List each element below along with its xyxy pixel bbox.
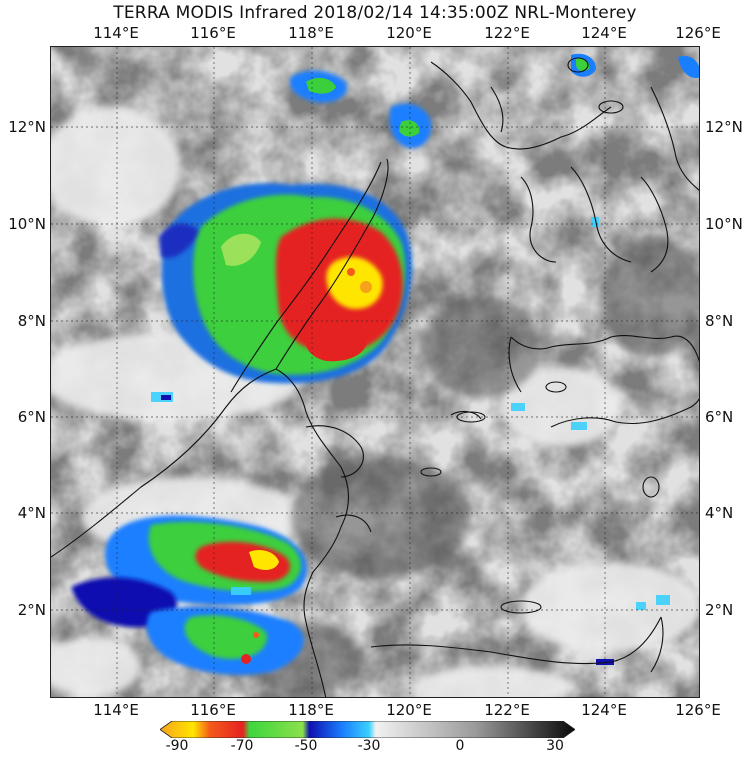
storm-system-south bbox=[71, 515, 307, 675]
colorbar-tick-minus30: -30 bbox=[357, 738, 381, 754]
satellite-image bbox=[51, 47, 699, 697]
colorbar-tick-minus70: -70 bbox=[230, 738, 254, 754]
lat-label-right-4: 4°N bbox=[705, 504, 734, 522]
storm-cells-north bbox=[289, 53, 699, 149]
colorbar-graphic bbox=[159, 720, 576, 739]
lat-label-right-8: 8°N bbox=[705, 312, 734, 330]
lon-label-top-116: 116°E bbox=[190, 24, 236, 42]
lat-label-left-2: 2°N bbox=[17, 601, 46, 619]
lon-label-bottom-126: 126°E bbox=[675, 701, 721, 719]
lat-label-right-2: 2°N bbox=[705, 601, 734, 619]
lon-label-top-114: 114°E bbox=[93, 24, 139, 42]
lat-label-left-10: 10°N bbox=[8, 215, 46, 233]
lat-label-right-6: 6°N bbox=[705, 408, 734, 426]
lat-label-left-12: 12°N bbox=[8, 118, 46, 136]
lon-label-bottom-120: 120°E bbox=[386, 701, 432, 719]
lat-label-left-6: 6°N bbox=[17, 408, 46, 426]
storm-system-north bbox=[159, 183, 413, 384]
colorbar-tick-30: 30 bbox=[546, 738, 564, 754]
map-title: TERRA MODIS Infrared 2018/02/14 14:35:00… bbox=[113, 3, 637, 23]
graticule bbox=[51, 47, 699, 697]
lon-label-bottom-114: 114°E bbox=[93, 701, 139, 719]
colorbar-tick-minus50: -50 bbox=[294, 738, 318, 754]
colorbar bbox=[159, 720, 576, 739]
lon-label-bottom-116: 116°E bbox=[190, 701, 236, 719]
lon-label-top-124: 124°E bbox=[581, 24, 627, 42]
lon-label-bottom-124: 124°E bbox=[581, 701, 627, 719]
lon-label-top-120: 120°E bbox=[386, 24, 432, 42]
lon-label-bottom-122: 122°E bbox=[484, 701, 530, 719]
coastlines bbox=[51, 57, 699, 697]
colorbar-tick-0: 0 bbox=[455, 738, 465, 754]
lat-label-left-8: 8°N bbox=[17, 312, 46, 330]
lat-label-right-10: 10°N bbox=[705, 215, 743, 233]
colorbar-tick-minus90: -90 bbox=[165, 738, 189, 754]
lat-label-right-12: 12°N bbox=[705, 118, 743, 136]
lon-label-bottom-118: 118°E bbox=[288, 701, 334, 719]
satellite-map bbox=[50, 46, 700, 698]
lon-label-top-118: 118°E bbox=[288, 24, 334, 42]
lon-label-top-122: 122°E bbox=[484, 24, 530, 42]
lat-label-left-4: 4°N bbox=[17, 504, 46, 522]
lon-label-top-126: 126°E bbox=[675, 24, 721, 42]
